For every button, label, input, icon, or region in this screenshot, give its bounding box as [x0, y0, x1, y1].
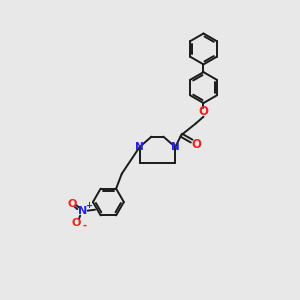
Text: O: O — [199, 105, 208, 118]
Text: O: O — [68, 199, 77, 209]
Text: -: - — [82, 220, 86, 230]
Text: O: O — [191, 138, 201, 151]
Text: N: N — [171, 142, 180, 152]
Text: O: O — [72, 218, 81, 227]
Text: +: + — [85, 201, 93, 210]
Text: N: N — [78, 206, 87, 216]
Text: N: N — [135, 142, 144, 152]
